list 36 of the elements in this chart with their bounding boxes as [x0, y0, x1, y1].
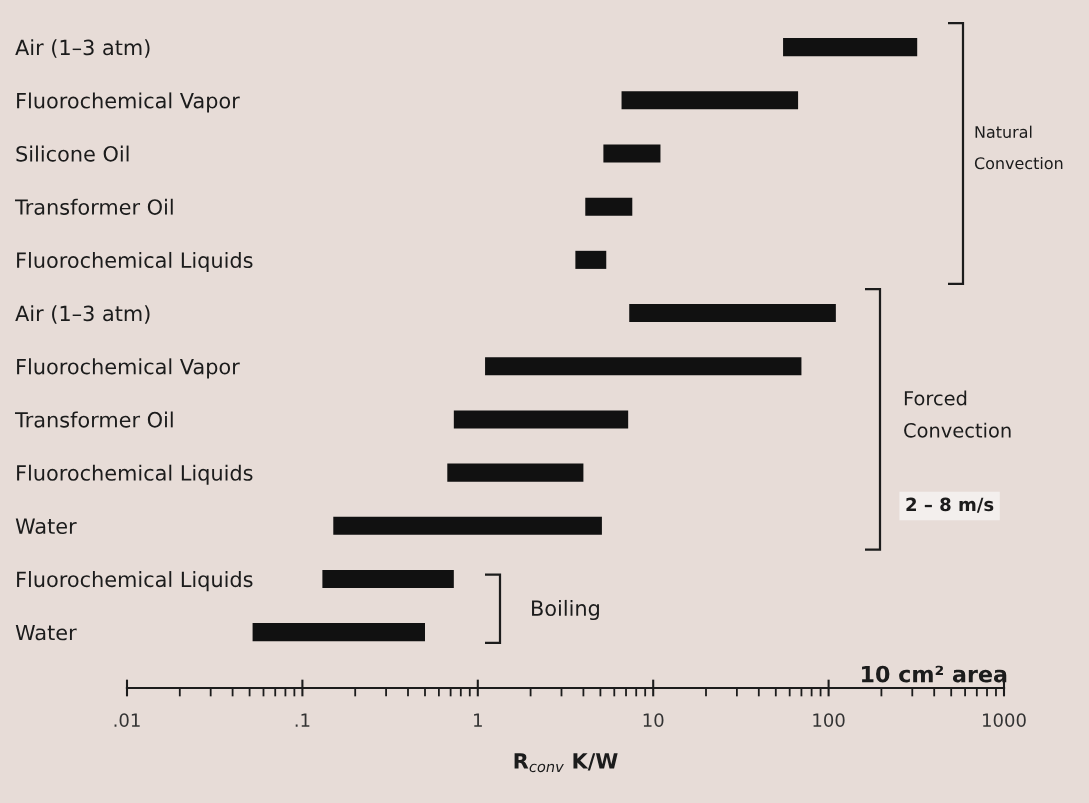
bar [322, 569, 454, 589]
y-tick-label: Fluorochemical Vapor [17, 92, 240, 113]
bar [333, 516, 602, 535]
y-tick-label: Water [15, 624, 77, 641]
x-axis-title: R$_{conv}$ K/W [514, 753, 618, 773]
x-tick-label: 100 [813, 713, 845, 727]
bar [783, 38, 918, 57]
bar [447, 463, 584, 482]
x-tick-label: 10 [643, 713, 664, 727]
bar [485, 357, 802, 376]
annotation: Natural Convection [974, 125, 1063, 170]
annotation: Forced Convection [904, 390, 1011, 438]
bar [629, 304, 836, 323]
x-tick-label: 1 [474, 713, 482, 727]
bar [575, 250, 607, 269]
y-tick-label: Transformer Oil [14, 411, 173, 428]
y-tick-label: Water [15, 518, 77, 534]
y-tick-label: Transformer Oil [14, 198, 173, 215]
x-tick-label: .01 [114, 713, 140, 727]
bar [603, 144, 661, 163]
x-tick-label: .1 [295, 713, 310, 727]
y-tick-label: Fluorochemical Liquids [17, 464, 253, 485]
y-tick-label: Silicone Oil [16, 145, 129, 162]
y-tick-label: Fluorochemical Vapor [17, 358, 240, 379]
bar [585, 197, 633, 216]
bar [252, 623, 425, 642]
y-tick-label: Air (1–3 atm) [15, 39, 150, 58]
bar [453, 410, 629, 429]
text: 10 cm² area [862, 665, 1007, 683]
y-tick-label: Fluorochemical Liquids [17, 571, 253, 592]
annotation: 2 – 8 m/s [906, 497, 994, 513]
y-tick-label: Fluorochemical Liquids [17, 251, 253, 273]
annotation: Boiling [532, 599, 599, 621]
bar [621, 91, 799, 110]
x-tick-label: 1000 [983, 713, 1026, 727]
y-tick-label: Air (1–3 atm) [15, 305, 150, 324]
